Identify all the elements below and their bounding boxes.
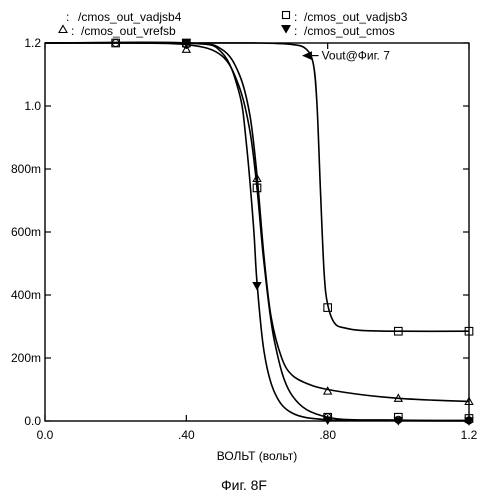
series-markers [112,39,473,425]
legend-label: /cmos_out_vadjsb4 [78,10,182,24]
legend-prefix: : [71,24,74,38]
legend-prefix: : [66,10,69,24]
x-tick-label: 1.2 [461,428,478,442]
x-tick-label: .80 [319,428,336,442]
annotation: Vout@Фиг. 7 [303,49,390,63]
y-tick-label: 600m [11,225,41,239]
triangle-down-marker [253,283,261,290]
figure-caption: Фиг. 8F [221,477,267,493]
x-tick-label: .40 [178,428,195,442]
legend-label: /cmos_out_vrefsb [81,24,176,38]
legend-item-vadjsb4: : /cmos_out_vadjsb4 [66,10,182,24]
plot-frame [45,43,469,421]
legend-label: /cmos_out_vadjsb3 [304,10,408,24]
legend-item-vrefsb: : /cmos_out_vrefsb [59,24,176,38]
series-line [45,43,469,421]
legend-square-marker [283,12,290,19]
legend-prefix: : [294,24,297,38]
y-tick-label: 1.0 [24,99,41,113]
legend-item-cmos: : /cmos_out_cmos [282,24,395,38]
y-tick-label: 1.2 [24,36,41,50]
legend: : /cmos_out_vadjsb4 : /cmos_out_vadjsb3 … [59,10,408,38]
series-line [45,43,469,402]
annotation-label: Vout@Фиг. 7 [322,49,391,63]
y-tick-label: 200m [11,351,41,365]
annotation-arrowhead [303,52,311,59]
series-line [45,42,469,421]
legend-triangle-up-marker [59,26,67,33]
legend-triangle-down-marker [282,26,290,33]
y-tick-label: 400m [11,288,41,302]
x-tick-label: 0.0 [37,428,54,442]
axis-ticks: 0.0 .40 .80 1.2 0.0 200m 400m 600m 800m 1.0 1.2 [11,36,478,442]
x-axis-label: ВОЛЬТ (вольт) [217,449,297,463]
y-tick-label: 0.0 [24,414,41,428]
legend-prefix: : [294,10,297,24]
y-tick-label: 800m [11,162,41,176]
legend-item-vadjsb3: : /cmos_out_vadjsb3 [283,10,408,24]
series-lines [45,42,469,421]
legend-label: /cmos_out_cmos [304,24,395,38]
